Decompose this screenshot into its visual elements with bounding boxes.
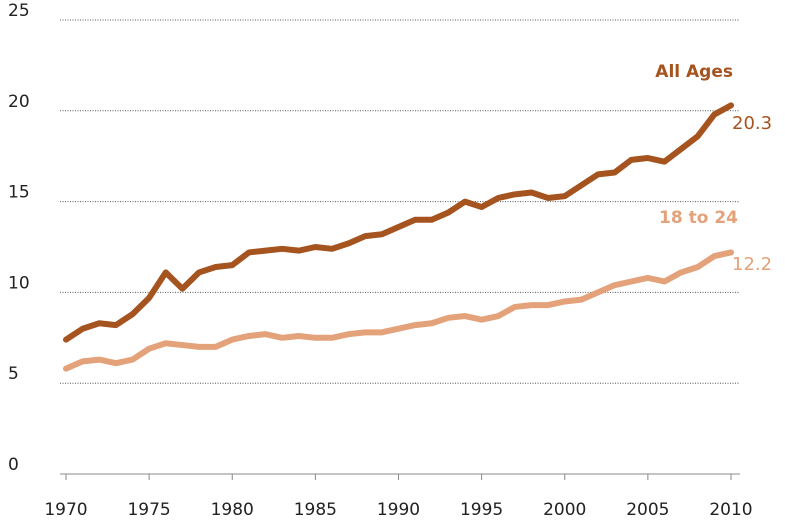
y-tick-label: 10	[8, 273, 30, 293]
x-tick-label: 1980	[211, 500, 254, 520]
series-label: 18 to 24	[659, 208, 738, 228]
x-tick-label: 1990	[377, 500, 420, 520]
value-label: 20.3	[732, 113, 772, 134]
x-tick-label: 1995	[460, 500, 503, 520]
y-tick-label: 5	[8, 364, 19, 384]
x-tick-label: 2010	[709, 500, 752, 520]
y-tick-label: 15	[8, 183, 30, 203]
x-tick-label: 2005	[626, 500, 669, 520]
x-tick-label: 1975	[127, 500, 170, 520]
series-line	[63, 249, 734, 372]
x-tick-label: 1970	[44, 500, 87, 520]
series-line	[63, 102, 734, 343]
x-tick-label: 2000	[543, 500, 586, 520]
y-tick-label: 25	[8, 1, 30, 21]
y-tick-label: 20	[8, 92, 30, 112]
y-tick-label: 0	[8, 455, 19, 475]
value-label: 12.2	[732, 254, 772, 275]
series-label: All Ages	[655, 62, 733, 82]
x-tick-label: 1985	[294, 500, 337, 520]
